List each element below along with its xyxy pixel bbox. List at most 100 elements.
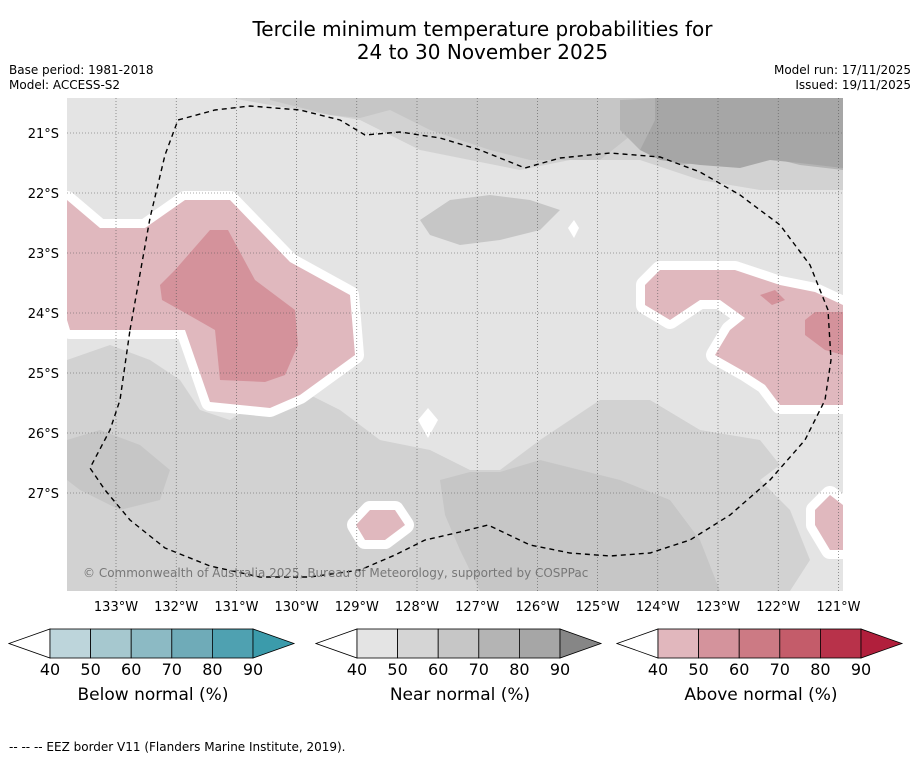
below-colorbar-swatch (171, 628, 213, 659)
below-colorbar-min-extension (8, 628, 51, 659)
map-field: © Commonwealth of Australia 2025, Bureau… (67, 98, 843, 591)
above-colorbar-swatch (779, 628, 821, 659)
longitude-label: 133°W (94, 600, 138, 615)
longitude-label: 131°W (214, 600, 258, 615)
graticule (67, 98, 843, 591)
near-normal-60-region-southwest (67, 430, 170, 510)
below-colorbar-tick: 70 (161, 660, 182, 679)
below-colorbar-swatch (130, 628, 173, 659)
longitude-label: 122°W (756, 600, 800, 615)
above-colorbar-tick: 70 (769, 660, 790, 679)
below-colorbar-max-extension (252, 628, 296, 659)
near-colorbar-max-extension (559, 628, 603, 659)
colorbar-below: 40 50 60 70 80 90 Below normal (%) (8, 627, 298, 717)
chart-title: Tercile minimum temperature probabilitie… (0, 18, 919, 64)
colorbar-near: 40 50 60 70 80 90 Near normal (%) (315, 627, 605, 717)
latitude-label: 25°S (28, 367, 59, 382)
near-colorbar-tick: 80 (509, 660, 530, 679)
near-colorbar-tick: 70 (468, 660, 489, 679)
longitude-label: 125°W (576, 600, 620, 615)
latitude-label: 22°S (28, 187, 59, 202)
colorbar-near-label: Near normal (%) (389, 685, 531, 705)
below-colorbar-tick: 90 (242, 660, 264, 679)
above-normal-southeast-patch (806, 486, 843, 559)
near-colorbar-swatch (397, 628, 439, 659)
above-colorbar-tick: 90 (850, 660, 872, 679)
longitude-label: 121°W (816, 600, 860, 615)
above-colorbar-swatch (657, 628, 699, 659)
colorbar-near-ticks: 40 50 60 70 80 90 (315, 660, 605, 680)
colorbar-above-ticks: 40 50 60 70 80 90 (616, 660, 906, 680)
colorbar-above-swatches (616, 628, 904, 659)
below-colorbar-swatch (90, 628, 132, 659)
near-colorbar-tick: 60 (428, 660, 449, 679)
longitude-label: 124°W (636, 600, 680, 615)
colorbar-above: 40 50 60 70 80 90 Above normal (%) (616, 627, 906, 717)
below-colorbar-tick: 40 (39, 660, 61, 679)
island-white-patch-1 (418, 408, 438, 438)
above-colorbar-swatch (738, 628, 781, 659)
longitude-label: 126°W (515, 600, 559, 615)
below-colorbar-swatch (49, 628, 91, 659)
near-colorbar-tick: 90 (549, 660, 571, 679)
meta-left: Base period: 1981-2018 Model: ACCESS-S2 (9, 63, 154, 93)
below-colorbar-tick: 60 (121, 660, 142, 679)
above-normal-40-south (356, 510, 405, 540)
longitude-label: 130°W (275, 600, 319, 615)
above-colorbar-tick: 60 (729, 660, 750, 679)
longitude-label: 129°W (335, 600, 379, 615)
above-colorbar-tick: 50 (688, 660, 709, 679)
above-normal-40-southeast (815, 495, 843, 550)
above-colorbar-max-extension (860, 628, 904, 659)
latitude-label: 21°S (28, 127, 59, 142)
near-colorbar-min-extension (315, 628, 358, 659)
near-colorbar-tick: 40 (346, 660, 368, 679)
below-colorbar-tick: 80 (202, 660, 223, 679)
longitude-label: 128°W (395, 600, 439, 615)
forecast-map: © Commonwealth of Australia 2025, Bureau… (28, 98, 861, 615)
below-colorbar-tick: 50 (80, 660, 101, 679)
near-colorbar-swatch (518, 628, 561, 659)
above-normal-50-west (160, 230, 298, 382)
above-normal-south-patch (347, 501, 414, 549)
near-colorbar-swatch (478, 628, 520, 659)
near-colorbar-swatch (356, 628, 398, 659)
near-normal-60-region-center (420, 195, 560, 245)
near-normal-60-region-south (440, 460, 720, 591)
above-colorbar-tick: 40 (647, 660, 669, 679)
colorbar-near-swatches (315, 628, 603, 659)
meta-right: Model run: 17/11/2025 Issued: 19/11/2025 (774, 63, 911, 93)
title-line-2: 24 to 30 November 2025 (356, 40, 609, 64)
above-colorbar-tick: 80 (810, 660, 831, 679)
latitude-label: 26°S (28, 427, 59, 442)
above-normal-west-region (67, 191, 364, 417)
model-run: Model run: 17/11/2025 (773, 63, 911, 77)
above-colorbar-swatch (819, 628, 862, 659)
near-colorbar-swatch (437, 628, 480, 659)
above-colorbar-min-extension (616, 628, 659, 659)
colorbar-above-label: Above normal (%) (684, 685, 838, 705)
near-colorbar-tick: 50 (387, 660, 408, 679)
latitude-label: 24°S (28, 307, 59, 322)
eez-footnote: -- -- -- EEZ border V11 (Flanders Marine… (9, 740, 346, 754)
colorbar-below-label: Below normal (%) (77, 685, 229, 705)
island-white-patch-2 (568, 220, 579, 238)
colorbar-below-swatches (8, 628, 296, 659)
longitude-label: 132°W (154, 600, 198, 615)
longitude-label: 123°W (696, 600, 740, 615)
below-colorbar-swatch (211, 628, 254, 659)
latitude-labels: 21°S 22°S 23°S 24°S 25°S 26°S 27°S (28, 127, 59, 502)
title-line-1: Tercile minimum temperature probabilitie… (252, 17, 713, 41)
model-name: Model: ACCESS-S2 (9, 78, 121, 92)
above-normal-east-region (636, 261, 843, 414)
longitude-label: 127°W (455, 600, 499, 615)
above-normal-40-east (645, 270, 843, 405)
above-normal-50-east (760, 290, 843, 355)
copyright-notice: © Commonwealth of Australia 2025, Bureau… (83, 566, 588, 580)
longitude-labels: 133°W 132°W 131°W 130°W 129°W 128°W 127°W 126°W… (94, 600, 861, 615)
latitude-label: 23°S (28, 247, 59, 262)
eez-border (89, 105, 832, 578)
above-colorbar-swatch (698, 628, 740, 659)
issued-date: Issued: 19/11/2025 (795, 78, 911, 92)
near-normal-80-region (640, 98, 843, 168)
